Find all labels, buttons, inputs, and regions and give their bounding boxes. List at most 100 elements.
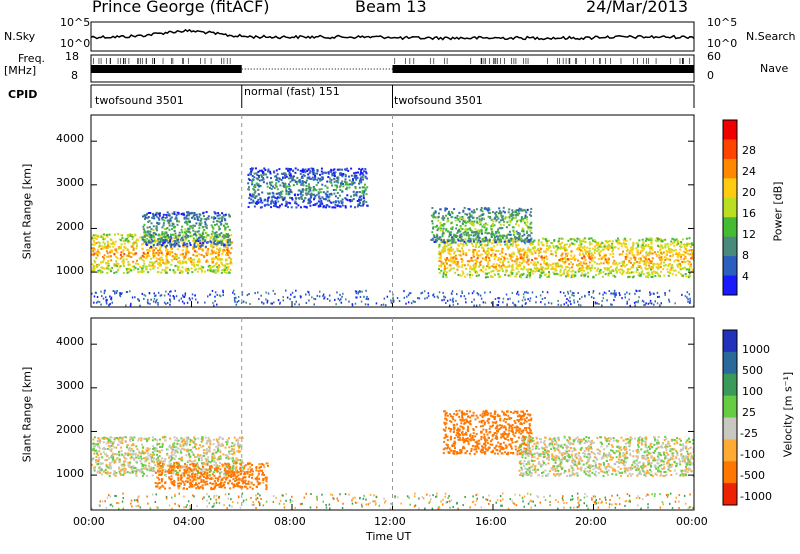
power-cell (308, 299, 310, 302)
power-cell (346, 167, 349, 170)
power-cell (300, 196, 303, 199)
power-cell (306, 176, 309, 179)
power-cell (212, 238, 215, 241)
velocity-cell (186, 463, 188, 466)
power-cell (207, 250, 209, 253)
power-cell (163, 239, 166, 242)
power-cell (161, 226, 164, 229)
power-cell (511, 213, 514, 216)
power-cell (263, 172, 266, 175)
power-cell (442, 275, 445, 278)
noise-trace (90, 28, 695, 41)
power-cell (579, 263, 581, 266)
power-cell (566, 298, 568, 300)
power-cell (530, 226, 533, 229)
power-cell (303, 205, 306, 208)
power-cell (603, 253, 606, 256)
power-cell (159, 243, 162, 246)
power-cell (522, 217, 525, 220)
power-cell (202, 235, 205, 238)
power-cell (667, 245, 670, 248)
velocity-cell (124, 452, 127, 455)
power-cell (115, 271, 118, 274)
power-cell (645, 255, 648, 257)
power-cell (490, 236, 493, 238)
power-cell (166, 234, 169, 237)
power-cell (162, 222, 165, 225)
power-cell (122, 265, 125, 267)
velocity-cell (193, 467, 196, 470)
power-cell (302, 184, 305, 187)
power-cell (217, 217, 220, 220)
power-cell (190, 212, 193, 215)
power-cell (121, 260, 124, 263)
power-cell (282, 299, 285, 302)
power-cell (222, 234, 225, 237)
power-cell (108, 245, 111, 248)
power-cell (510, 243, 513, 246)
power-cell (119, 292, 121, 294)
power-cell (491, 231, 494, 233)
power-cell (648, 246, 651, 249)
power-cell (127, 271, 130, 273)
power-cell (188, 259, 191, 262)
power-cell (471, 220, 474, 223)
power-cell (446, 220, 449, 223)
power-cell (309, 186, 312, 189)
power-cell (274, 184, 277, 187)
power-cell (230, 262, 233, 265)
power-cell (661, 245, 663, 248)
power-cell (187, 211, 190, 214)
power-cell (504, 273, 507, 276)
power-cell (197, 260, 199, 263)
power-cell (262, 178, 265, 181)
power-cell (446, 258, 449, 261)
power-cell (193, 258, 196, 261)
power-cell (204, 245, 207, 248)
power-cell (150, 222, 153, 225)
power-cell (146, 226, 149, 229)
power-cell (258, 298, 260, 301)
power-cell (337, 178, 340, 181)
power-cell (115, 292, 118, 294)
power-cell (126, 254, 129, 257)
power-cell (563, 245, 566, 248)
power-cell (162, 239, 165, 242)
velocity-cell (228, 452, 231, 455)
power-cell (657, 244, 660, 247)
power-cell (659, 258, 662, 261)
power-cell (448, 231, 451, 234)
power-cell (126, 237, 129, 240)
power-cell (483, 226, 486, 229)
power-cell (154, 261, 157, 264)
power-cell (129, 233, 132, 235)
power-cell (232, 289, 235, 292)
power-cell (108, 255, 111, 258)
power-cell (439, 208, 442, 211)
power-cell (181, 249, 184, 252)
power-cell (119, 245, 122, 248)
power-cell (143, 297, 145, 300)
power-cell (577, 246, 580, 249)
power-cell (151, 235, 154, 238)
power-cell (211, 258, 214, 261)
power-cell (650, 245, 653, 248)
power-cell (668, 298, 670, 301)
power-cell (604, 240, 607, 242)
power-cell (485, 253, 488, 256)
power-cell (473, 263, 476, 266)
power-cell (688, 267, 691, 270)
power-cell (132, 247, 135, 250)
power-cell (131, 242, 134, 245)
power-cell (312, 193, 315, 196)
power-cell (220, 220, 223, 222)
power-cell (686, 250, 688, 252)
power-cell (685, 237, 688, 240)
power-cell (664, 238, 667, 241)
power-cell (200, 267, 203, 270)
power-cell (540, 274, 543, 277)
power-cell (346, 194, 349, 197)
power-cell (479, 264, 482, 266)
power-cell (618, 253, 621, 256)
power-cell (664, 264, 667, 267)
